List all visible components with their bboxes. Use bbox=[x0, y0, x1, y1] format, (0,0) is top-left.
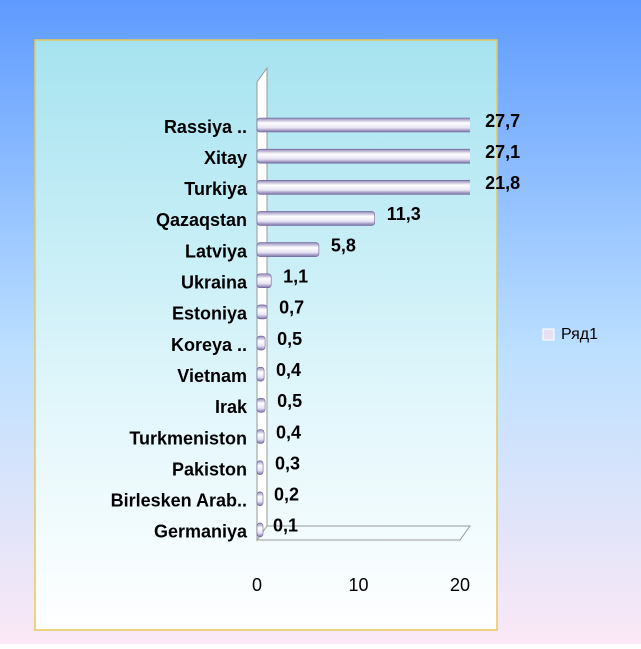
category-label: Vietnam bbox=[177, 366, 247, 386]
legend-swatch bbox=[542, 328, 555, 341]
x-tick-label: 10 bbox=[348, 575, 368, 595]
bar bbox=[256, 366, 265, 382]
category-label: Birlesken Arab.. bbox=[111, 491, 247, 511]
bar bbox=[256, 148, 470, 164]
value-label: 11,3 bbox=[387, 204, 421, 224]
bar bbox=[256, 273, 272, 289]
value-label: 0,7 bbox=[279, 298, 304, 318]
value-label: 5,8 bbox=[331, 235, 356, 255]
x-tick-label: 0 bbox=[252, 575, 262, 595]
category-label: Germaniya bbox=[154, 522, 248, 542]
x-tick-label: 20 bbox=[450, 575, 470, 595]
value-label: 0,3 bbox=[275, 453, 300, 473]
bar bbox=[256, 117, 470, 133]
legend-label: Ряд1 bbox=[561, 326, 598, 343]
category-label: Turkiya bbox=[184, 179, 248, 199]
bar bbox=[256, 460, 264, 475]
value-label: 0,4 bbox=[276, 360, 301, 380]
value-label: 1,1 bbox=[283, 267, 308, 287]
value-label: 27,7 bbox=[485, 111, 520, 131]
category-label: Irak bbox=[215, 397, 248, 417]
axis-floor bbox=[257, 525, 471, 541]
bar bbox=[256, 429, 265, 444]
category-label: Ukraina bbox=[181, 273, 248, 293]
value-label: 0,5 bbox=[277, 329, 302, 349]
category-label: Koreya .. bbox=[171, 335, 247, 355]
category-label: Rassiya .. bbox=[164, 117, 247, 137]
bar bbox=[256, 242, 320, 257]
bar bbox=[256, 304, 268, 320]
value-label: 0,1 bbox=[273, 516, 298, 536]
value-label: 21,8 bbox=[485, 173, 520, 193]
value-label: 0,4 bbox=[276, 422, 301, 442]
bar bbox=[256, 522, 264, 538]
bar bbox=[256, 211, 375, 226]
bar bbox=[256, 398, 266, 413]
category-label: Latviya bbox=[185, 241, 248, 261]
category-label: Estoniya bbox=[172, 304, 248, 324]
category-label: Qazaqstan bbox=[156, 210, 247, 230]
value-label: 27,1 bbox=[485, 142, 520, 162]
category-label: Xitay bbox=[204, 148, 247, 168]
bar bbox=[256, 335, 266, 351]
bar bbox=[256, 180, 470, 195]
bar bbox=[256, 491, 264, 507]
category-label: Pakiston bbox=[172, 459, 247, 479]
value-label: 0,5 bbox=[277, 391, 302, 411]
value-label: 0,2 bbox=[274, 485, 299, 505]
category-label: Turkmeniston bbox=[129, 428, 247, 448]
